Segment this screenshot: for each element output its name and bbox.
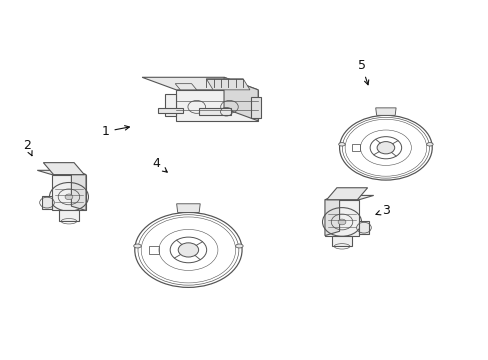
- Ellipse shape: [133, 244, 141, 248]
- Text: 3: 3: [375, 204, 389, 217]
- Text: 1: 1: [102, 125, 129, 138]
- Polygon shape: [71, 170, 86, 211]
- Polygon shape: [325, 195, 339, 235]
- Polygon shape: [251, 96, 260, 118]
- Polygon shape: [175, 84, 196, 90]
- Polygon shape: [358, 221, 368, 234]
- Ellipse shape: [426, 143, 432, 146]
- Text: 5: 5: [357, 59, 368, 85]
- Ellipse shape: [376, 141, 394, 154]
- Polygon shape: [42, 196, 52, 209]
- Polygon shape: [43, 163, 84, 175]
- Polygon shape: [206, 79, 249, 90]
- Circle shape: [337, 219, 345, 225]
- Bar: [149, 246, 159, 254]
- Text: 4: 4: [152, 157, 167, 172]
- Text: 2: 2: [23, 139, 32, 156]
- Polygon shape: [176, 204, 200, 212]
- Polygon shape: [331, 235, 351, 246]
- Polygon shape: [52, 175, 86, 211]
- Bar: [351, 144, 360, 152]
- Polygon shape: [142, 77, 258, 90]
- Polygon shape: [158, 108, 183, 113]
- Polygon shape: [37, 170, 86, 175]
- Ellipse shape: [235, 244, 243, 248]
- Polygon shape: [164, 94, 176, 116]
- Circle shape: [65, 194, 73, 200]
- Ellipse shape: [178, 243, 198, 257]
- Polygon shape: [375, 108, 395, 115]
- Polygon shape: [326, 188, 367, 200]
- Polygon shape: [325, 200, 358, 235]
- Polygon shape: [224, 77, 258, 121]
- Polygon shape: [176, 90, 258, 121]
- Ellipse shape: [338, 143, 345, 146]
- Polygon shape: [199, 108, 230, 115]
- Polygon shape: [59, 211, 79, 221]
- Polygon shape: [325, 195, 373, 200]
